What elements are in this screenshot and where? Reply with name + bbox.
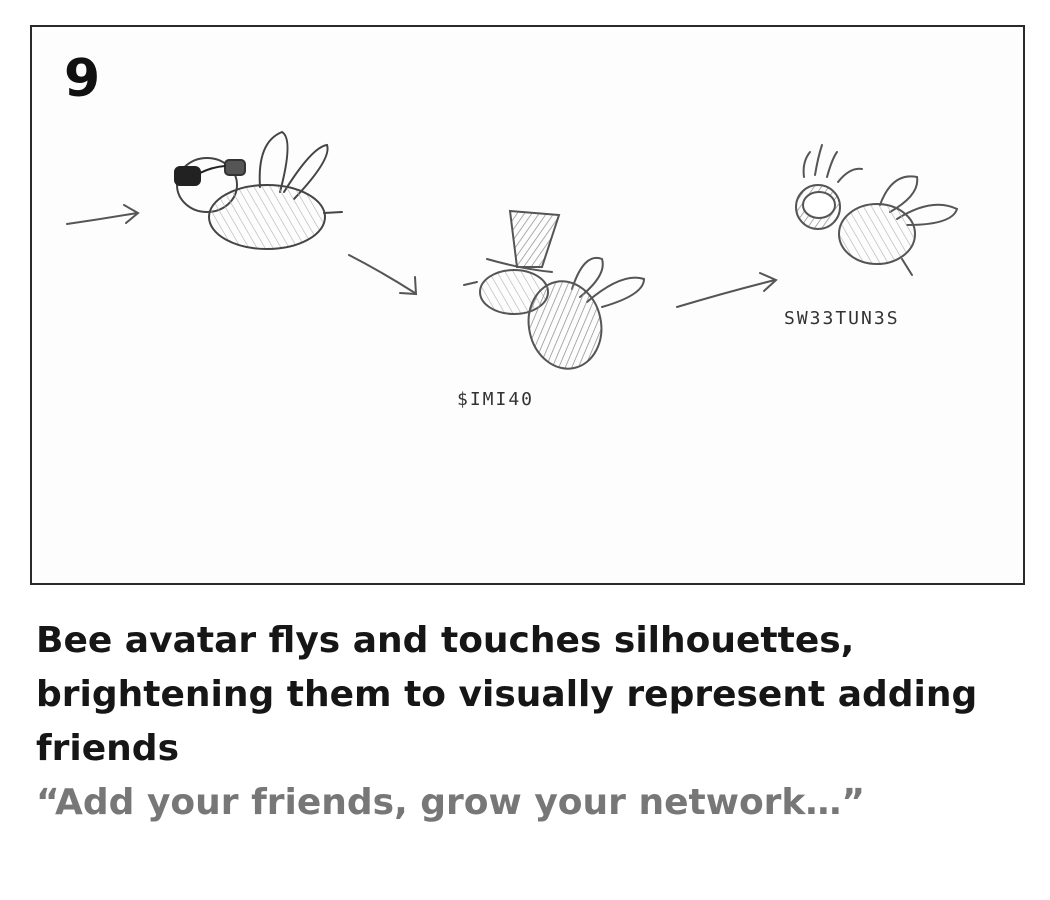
- panel-number: 9: [64, 49, 101, 109]
- arrow-icon: [348, 254, 418, 296]
- bee-silhouette-hair-icon: [795, 144, 959, 276]
- friend-label-1: $IMI40: [457, 389, 534, 410]
- bee-silhouette-top-hat-icon: [463, 209, 646, 370]
- arrow-icon: [676, 272, 778, 308]
- arrow-icon: [66, 204, 140, 225]
- storyboard-caption: Bee avatar flys and touches silhouettes,…: [36, 620, 978, 769]
- storyboard-sketch: $IMI40 SW33TUN3S: [66, 130, 959, 410]
- storyboard-quote: “Add your friends, grow your network…”: [36, 782, 866, 823]
- bee-avatar-sunglasses-icon: [174, 130, 343, 250]
- storyboard-panel: 9: [30, 25, 1025, 585]
- friend-label-2: SW33TUN3S: [784, 308, 900, 329]
